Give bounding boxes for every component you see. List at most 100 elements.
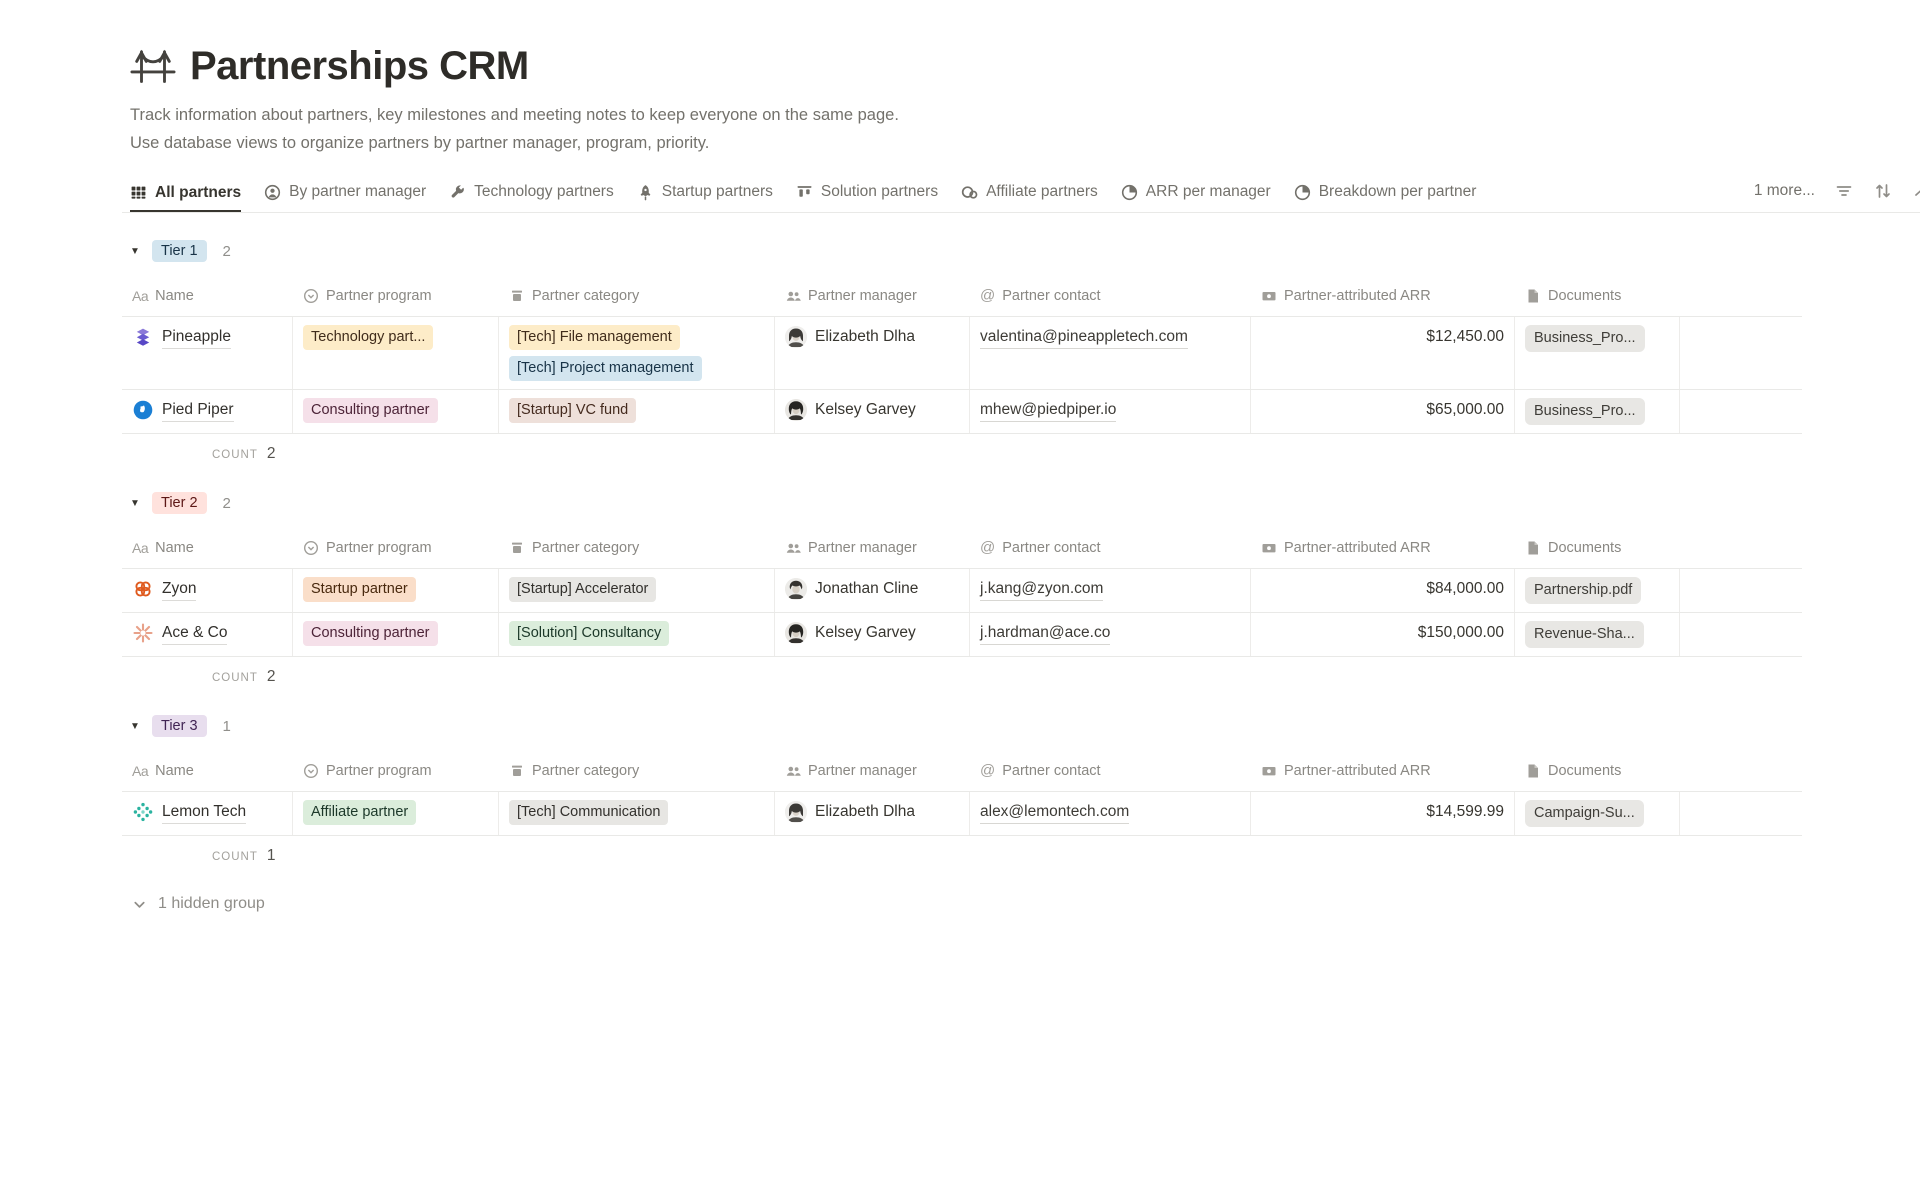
contact-email[interactable]: mhew@piedpiper.io	[980, 398, 1117, 422]
partner-name[interactable]: Lemon Tech	[162, 800, 247, 824]
column-header-partner-program[interactable]: Partner program	[293, 540, 499, 556]
hidden-group-toggle[interactable]: 1 hidden group	[132, 895, 1920, 913]
partner-category-cell[interactable]: [Startup] VC fund	[499, 390, 775, 433]
partial-toolbar-icon[interactable]	[1912, 181, 1920, 201]
column-header-name[interactable]: Aa Name	[122, 763, 293, 779]
document-chip[interactable]: Business_Pro...	[1525, 325, 1645, 352]
contact-email[interactable]: alex@lemontech.com	[980, 800, 1130, 824]
category-tag[interactable]: [Tech] Communication	[509, 800, 669, 825]
column-header-partner-manager[interactable]: Partner manager	[775, 763, 970, 779]
column-header-partner-category[interactable]: Partner category	[499, 288, 775, 304]
partner-manager-cell[interactable]: Elizabeth Dlha	[775, 317, 970, 389]
documents-cell[interactable]: Business_Pro...	[1515, 317, 1680, 389]
partner-name[interactable]: Zyon	[162, 577, 197, 601]
group-badge[interactable]: Tier 2	[152, 492, 207, 514]
tab-by-partner-manager[interactable]: By partner manager	[264, 177, 426, 212]
tab-breakdown-per-partner[interactable]: Breakdown per partner	[1294, 177, 1476, 212]
column-header-documents[interactable]: Documents	[1515, 288, 1680, 304]
partner-manager-cell[interactable]: Kelsey Garvey	[775, 390, 970, 433]
documents-cell[interactable]: Business_Pro...	[1515, 390, 1680, 433]
name-cell[interactable]: Ace & Co	[122, 613, 293, 656]
contact-email[interactable]: j.kang@zyon.com	[980, 577, 1104, 601]
column-header-documents[interactable]: Documents	[1515, 763, 1680, 779]
column-header-partner-contact[interactable]: @ Partner contact	[970, 762, 1251, 779]
partner-category-cell[interactable]: [Solution] Consultancy	[499, 613, 775, 656]
more-views-button[interactable]: 1 more...	[1753, 182, 1815, 199]
tab-arr-per-manager[interactable]: ARR per manager	[1121, 177, 1271, 212]
column-header-partner-program[interactable]: Partner program	[293, 288, 499, 304]
category-tag[interactable]: [Tech] File management	[509, 325, 680, 350]
partner-manager-cell[interactable]: Jonathan Cline	[775, 569, 970, 612]
name-cell[interactable]: Pineapple	[122, 317, 293, 389]
category-tag[interactable]: [Startup] VC fund	[509, 398, 637, 423]
partner-category-cell[interactable]: [Tech] Communication	[499, 792, 775, 835]
document-chip[interactable]: Campaign-Su...	[1525, 800, 1644, 827]
column-header-partner-contact[interactable]: @ Partner contact	[970, 287, 1251, 304]
document-chip[interactable]: Revenue-Sha...	[1525, 621, 1644, 648]
column-header-partner-attributed-arr[interactable]: Partner-attributed ARR	[1251, 540, 1515, 556]
collapse-toggle-icon[interactable]: ▼	[130, 245, 140, 257]
documents-cell[interactable]: Revenue-Sha...	[1515, 613, 1680, 656]
column-header-partner-contact[interactable]: @ Partner contact	[970, 539, 1251, 556]
column-header-name[interactable]: Aa Name	[122, 540, 293, 556]
program-tag[interactable]: Consulting partner	[303, 621, 438, 646]
partner-manager-cell[interactable]: Elizabeth Dlha	[775, 792, 970, 835]
document-chip[interactable]: Partnership.pdf	[1525, 577, 1642, 604]
arr-cell[interactable]: $12,450.00	[1251, 317, 1515, 389]
contact-email[interactable]: valentina@pineappletech.com	[980, 325, 1188, 349]
group-badge[interactable]: Tier 1	[152, 240, 207, 262]
documents-cell[interactable]: Partnership.pdf	[1515, 569, 1680, 612]
column-header-partner-program[interactable]: Partner program	[293, 763, 499, 779]
tab-startup-partners[interactable]: Startup partners	[637, 177, 773, 212]
partner-program-cell[interactable]: Consulting partner	[293, 613, 499, 656]
arr-cell[interactable]: $150,000.00	[1251, 613, 1515, 656]
sort-icon[interactable]	[1873, 181, 1893, 201]
tab-affiliate-partners[interactable]: Affiliate partners	[961, 177, 1098, 212]
document-chip[interactable]: Business_Pro...	[1525, 398, 1645, 425]
tab-solution-partners[interactable]: Solution partners	[796, 177, 938, 212]
partner-name[interactable]: Pied Piper	[162, 398, 234, 422]
partner-manager-cell[interactable]: Kelsey Garvey	[775, 613, 970, 656]
column-header-partner-category[interactable]: Partner category	[499, 540, 775, 556]
partner-program-cell[interactable]: Consulting partner	[293, 390, 499, 433]
partner-program-cell[interactable]: Affiliate partner	[293, 792, 499, 835]
partner-contact-cell[interactable]: j.kang@zyon.com	[970, 569, 1251, 612]
program-tag[interactable]: Affiliate partner	[303, 800, 417, 825]
collapse-toggle-icon[interactable]: ▼	[130, 720, 140, 732]
arr-cell[interactable]: $14,599.99	[1251, 792, 1515, 835]
partner-contact-cell[interactable]: mhew@piedpiper.io	[970, 390, 1251, 433]
tab-all-partners[interactable]: All partners	[130, 178, 242, 212]
arr-cell[interactable]: $84,000.00	[1251, 569, 1515, 612]
name-cell[interactable]: Zyon	[122, 569, 293, 612]
group-badge[interactable]: Tier 3	[152, 715, 207, 737]
category-tag[interactable]: [Startup] Accelerator	[509, 577, 657, 602]
filter-icon[interactable]	[1834, 181, 1854, 201]
category-tag[interactable]: [Solution] Consultancy	[509, 621, 670, 646]
name-cell[interactable]: Lemon Tech	[122, 792, 293, 835]
arr-cell[interactable]: $65,000.00	[1251, 390, 1515, 433]
partner-category-cell[interactable]: [Tech] File management [Tech] Project ma…	[499, 317, 775, 389]
tab-technology-partners[interactable]: Technology partners	[449, 177, 614, 212]
column-header-documents[interactable]: Documents	[1515, 540, 1680, 556]
column-header-partner-attributed-arr[interactable]: Partner-attributed ARR	[1251, 288, 1515, 304]
partner-contact-cell[interactable]: alex@lemontech.com	[970, 792, 1251, 835]
column-header-partner-category[interactable]: Partner category	[499, 763, 775, 779]
contact-email[interactable]: j.hardman@ace.co	[980, 621, 1111, 645]
program-tag[interactable]: Technology part...	[303, 325, 434, 350]
column-header-partner-manager[interactable]: Partner manager	[775, 540, 970, 556]
column-header-name[interactable]: Aa Name	[122, 288, 293, 304]
column-header-partner-manager[interactable]: Partner manager	[775, 288, 970, 304]
partner-program-cell[interactable]: Startup partner	[293, 569, 499, 612]
partner-category-cell[interactable]: [Startup] Accelerator	[499, 569, 775, 612]
category-tag[interactable]: [Tech] Project management	[509, 356, 702, 381]
column-header-partner-attributed-arr[interactable]: Partner-attributed ARR	[1251, 763, 1515, 779]
partner-name[interactable]: Pineapple	[162, 325, 231, 349]
partner-contact-cell[interactable]: j.hardman@ace.co	[970, 613, 1251, 656]
program-tag[interactable]: Consulting partner	[303, 398, 438, 423]
partner-name[interactable]: Ace & Co	[162, 621, 228, 645]
program-tag[interactable]: Startup partner	[303, 577, 416, 602]
collapse-toggle-icon[interactable]: ▼	[130, 497, 140, 509]
documents-cell[interactable]: Campaign-Su...	[1515, 792, 1680, 835]
name-cell[interactable]: Pied Piper	[122, 390, 293, 433]
partner-program-cell[interactable]: Technology part...	[293, 317, 499, 389]
